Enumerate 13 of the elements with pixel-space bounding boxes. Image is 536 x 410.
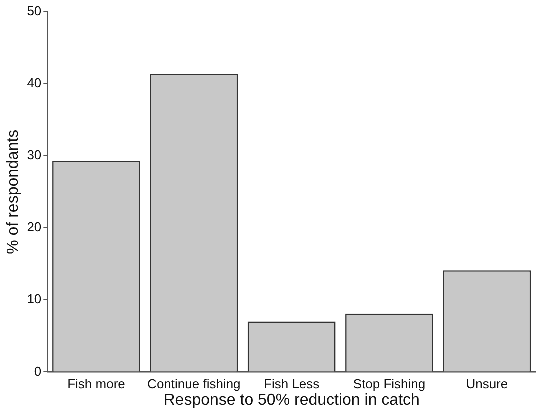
- y-axis-title: % of respondants: [5, 130, 22, 254]
- x-tick-label: Continue fishing: [148, 376, 241, 392]
- y-tick-label: 30: [27, 148, 42, 163]
- x-tick-label: Stop Fishing: [353, 376, 426, 392]
- y-tick-label: 50: [27, 4, 42, 19]
- y-tick-label: 10: [27, 292, 42, 307]
- x-tick-label: Unsure: [466, 376, 508, 392]
- y-tick-label: 20: [27, 220, 42, 235]
- x-tick-label: Fish more: [68, 376, 126, 392]
- x-tick-label: Fish Less: [264, 376, 320, 392]
- y-tick-label: 0: [34, 364, 42, 379]
- y-tick-label: 40: [27, 76, 42, 91]
- x-axis-title: Response to 50% reduction in catch: [164, 392, 420, 409]
